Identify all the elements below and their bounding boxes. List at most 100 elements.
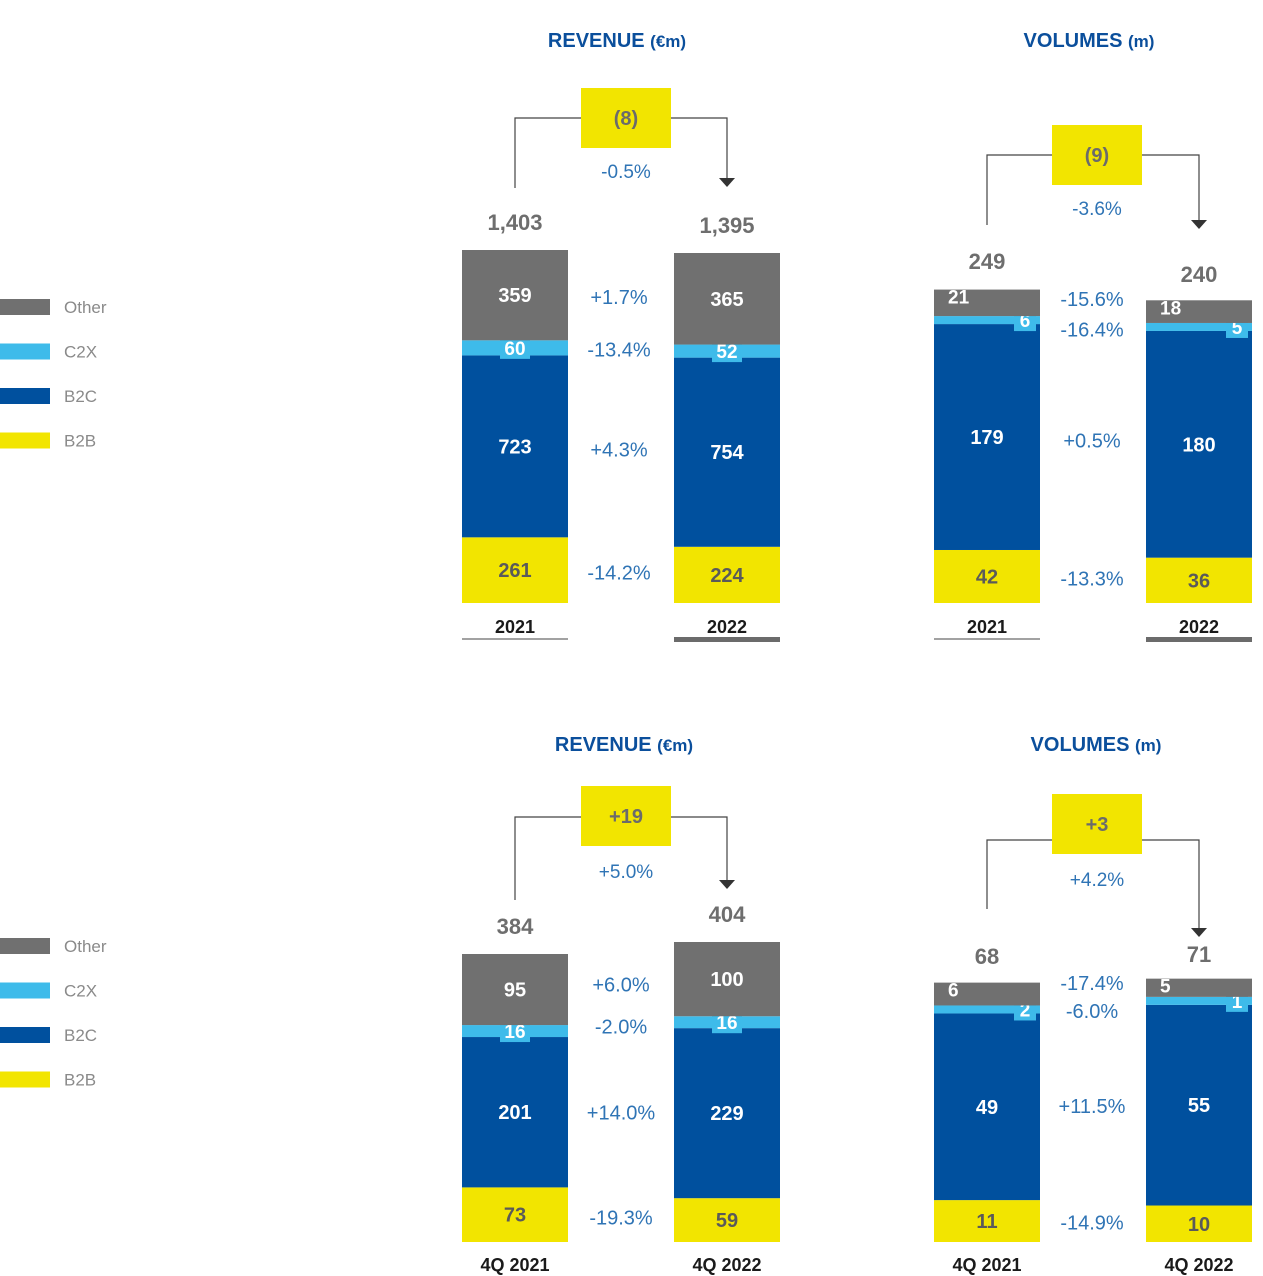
segment-other	[674, 942, 780, 1017]
segment-b2c	[934, 1013, 1040, 1201]
series-change-b2b: -14.9%	[1060, 1212, 1124, 1234]
segment-value: 49	[976, 1097, 998, 1119]
segment-other	[1146, 300, 1252, 323]
change-arrow-icon	[719, 178, 735, 187]
legend-label-b2b: B2B	[64, 1071, 96, 1090]
chart-title: VOLUMES (m)	[1031, 734, 1162, 756]
segment-value: 95	[504, 980, 526, 1002]
bar-4q-2022: 10 55 1 5	[1146, 977, 1252, 1242]
series-change-other: +1.7%	[590, 287, 647, 309]
segment-value: 359	[498, 285, 531, 307]
legend-label-c2x: C2X	[64, 343, 97, 362]
segment-value: 261	[498, 560, 531, 582]
legend-swatch-b2b	[0, 432, 50, 449]
segment-value: 73	[504, 1205, 526, 1227]
bar-4q-2021: 73 201 16 95	[462, 954, 568, 1242]
bar-total: 249	[969, 249, 1006, 274]
segment-b2b	[934, 1200, 1040, 1242]
segment-b2b	[1146, 557, 1252, 603]
category-label: 4Q 2021	[480, 1255, 549, 1275]
legend: Other C2X B2C B2B	[0, 298, 107, 451]
series-change-c2x: -2.0%	[595, 1017, 647, 1039]
change-arrow-icon	[1191, 928, 1207, 937]
category-label: 4Q 2021	[952, 1255, 1021, 1275]
change-arrow-icon	[719, 880, 735, 889]
segment-value: 179	[970, 427, 1003, 449]
segment-b2b	[462, 537, 568, 603]
segment-value: 100	[710, 969, 743, 991]
bar-total: 1,395	[699, 213, 754, 238]
bar-total: 240	[1181, 262, 1218, 287]
segment-value: 16	[716, 1013, 737, 1034]
change-bracket-right	[1142, 154, 1200, 221]
segment-other	[462, 954, 568, 1026]
series-change-other: +6.0%	[592, 974, 649, 996]
change-bracket-left	[986, 839, 1052, 909]
change-value: +3	[1086, 814, 1109, 836]
segment-other	[934, 289, 1040, 317]
series-change-b2c: +14.0%	[587, 1103, 656, 1125]
c2x-label-box	[500, 1020, 530, 1043]
change-bracket-left	[514, 816, 581, 900]
legend-swatch-c2x	[0, 343, 50, 360]
chart-title: REVENUE (€m)	[555, 734, 693, 756]
change-bracket-right	[671, 117, 728, 179]
segment-other	[1146, 978, 1252, 997]
legend-swatch-b2c	[0, 1027, 50, 1043]
segment-other	[934, 982, 1040, 1006]
segment-value: 180	[1182, 434, 1215, 456]
segment-value: 60	[504, 339, 525, 360]
bar-total: 384	[497, 914, 534, 939]
series-change-b2c: +11.5%	[1059, 1096, 1126, 1118]
segment-value: 55	[1188, 1095, 1210, 1117]
legend-label-b2c: B2C	[64, 387, 97, 406]
change-value: (8)	[614, 108, 638, 130]
series-change-c2x: -13.4%	[587, 339, 651, 361]
category-underline	[1146, 637, 1252, 642]
change-bracket-right	[671, 816, 728, 881]
c2x-label-box	[500, 336, 530, 359]
segment-b2c	[1146, 1004, 1252, 1206]
segment-value: 36	[1188, 570, 1210, 592]
bar-total: 1,403	[487, 210, 542, 235]
segment-value: 5	[1232, 318, 1243, 339]
segment-value: 16	[504, 1022, 525, 1043]
segment-value: 6	[1020, 311, 1031, 332]
segment-c2x	[934, 316, 1040, 325]
series-change-other: -17.4%	[1060, 973, 1124, 995]
chart-title-main: REVENUE	[555, 734, 657, 756]
category-label: 4Q 2022	[1164, 1255, 1233, 1275]
segment-value: 5	[1160, 977, 1171, 998]
segment-c2x	[1146, 322, 1252, 331]
bar-2021: 42 179 6 21	[934, 288, 1040, 603]
segment-value: 59	[716, 1210, 738, 1232]
segment-b2b	[674, 546, 780, 603]
chart-3: REVENUE (€m) +19 +5.0% 73 201 16 95 384 4Q 2021 5…	[462, 734, 780, 1275]
segment-value: 224	[710, 565, 744, 587]
segment-value: 6	[948, 981, 959, 1002]
segment-b2b	[462, 1187, 568, 1242]
segment-c2x	[934, 1005, 1040, 1014]
chart-title: REVENUE (€m)	[548, 30, 686, 52]
segment-b2c	[674, 1028, 780, 1199]
chart-title-main: REVENUE	[548, 30, 650, 52]
change-bracket-right	[1142, 839, 1200, 929]
legend-label-other: Other	[64, 298, 107, 317]
legend-label-b2b: B2B	[64, 432, 96, 451]
segment-other	[462, 250, 568, 341]
chart-title-unit: (€m)	[650, 32, 686, 51]
c2x-label-box	[712, 1011, 742, 1034]
series-change-c2x: -6.0%	[1066, 1001, 1118, 1023]
change-pct: -3.6%	[1072, 199, 1122, 220]
legend-swatch-c2x	[0, 982, 50, 999]
c2x-label-box	[712, 340, 742, 363]
series-change-b2c: +4.3%	[590, 439, 647, 461]
bar-total: 71	[1187, 942, 1211, 967]
category-label: 2022	[1179, 617, 1219, 637]
category-label: 2021	[495, 617, 535, 637]
segment-value: 229	[710, 1103, 743, 1125]
chart-title-unit: (m)	[1128, 32, 1154, 51]
segment-value: 2	[1020, 1000, 1031, 1021]
legend-label-c2x: C2X	[64, 982, 97, 1001]
segment-value: 11	[976, 1211, 997, 1233]
